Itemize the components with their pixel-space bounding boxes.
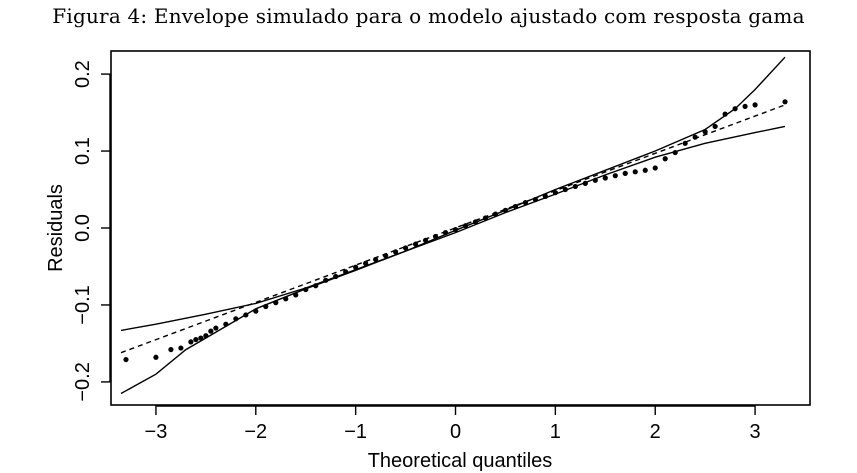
residual-point bbox=[662, 156, 668, 162]
residual-point bbox=[462, 223, 469, 229]
residual-point bbox=[652, 165, 658, 171]
reference-line bbox=[120, 104, 786, 354]
x-tick-label: −3 bbox=[145, 421, 168, 443]
residual-point bbox=[313, 283, 319, 289]
series-layer bbox=[120, 56, 788, 395]
residual-point bbox=[552, 190, 558, 196]
y-tick-label: 0.2 bbox=[72, 60, 94, 88]
residual-point bbox=[353, 264, 359, 270]
residual-point bbox=[422, 237, 429, 243]
x-tick-label: 1 bbox=[550, 421, 561, 443]
residual-point bbox=[412, 241, 419, 247]
residual-point bbox=[283, 296, 289, 302]
residual-point bbox=[682, 140, 688, 146]
residual-point bbox=[392, 249, 399, 255]
residual-point bbox=[303, 286, 309, 293]
residual-point bbox=[502, 207, 509, 213]
residual-point bbox=[752, 102, 758, 108]
residual-point bbox=[373, 256, 379, 263]
y-axis: −0.2 −0.1 0.0 0.1 0.2 bbox=[72, 60, 111, 402]
figure-caption: Figura 4: Envelope simulado para o model… bbox=[52, 4, 805, 28]
residual-point bbox=[168, 346, 174, 353]
residual-point bbox=[452, 226, 459, 233]
envelope-upper-line bbox=[120, 56, 786, 332]
residual-point bbox=[123, 356, 129, 363]
residual-point bbox=[343, 269, 349, 275]
residual-point bbox=[542, 193, 548, 200]
residual-point bbox=[213, 325, 219, 331]
y-tick-label: 0.0 bbox=[72, 214, 94, 242]
residual-point bbox=[243, 312, 249, 318]
residual-point bbox=[692, 134, 698, 140]
residual-point bbox=[622, 170, 628, 176]
residual-point bbox=[293, 292, 299, 298]
residual-point bbox=[782, 99, 788, 105]
residual-point bbox=[198, 335, 204, 341]
x-tick-label: 0 bbox=[450, 421, 461, 443]
x-tick-label: 2 bbox=[650, 421, 661, 443]
residual-point bbox=[612, 173, 618, 179]
residual-point bbox=[153, 354, 159, 360]
residual-point bbox=[482, 215, 489, 221]
residual-point bbox=[702, 129, 708, 135]
residual-point bbox=[642, 167, 648, 173]
residual-point bbox=[492, 211, 499, 217]
y-tick-label: −0.2 bbox=[72, 362, 94, 401]
residual-point bbox=[532, 196, 538, 203]
x-tick-label: 3 bbox=[750, 421, 761, 443]
residual-point bbox=[333, 273, 339, 280]
residual-point bbox=[432, 233, 439, 240]
y-tick-label: 0.1 bbox=[72, 137, 94, 165]
x-tick-label: −2 bbox=[244, 421, 267, 443]
residual-point bbox=[402, 245, 409, 251]
residual-point bbox=[442, 230, 449, 236]
residual-point bbox=[572, 183, 578, 190]
residual-point bbox=[672, 149, 678, 156]
residual-point bbox=[732, 106, 738, 112]
residual-point bbox=[323, 277, 329, 283]
residual-point bbox=[203, 333, 209, 339]
residual-point bbox=[562, 186, 568, 193]
residual-point bbox=[712, 123, 718, 130]
x-axis: −3 −2 −1 0 1 2 3 bbox=[145, 405, 761, 443]
residual-point bbox=[178, 345, 184, 351]
residual-point bbox=[233, 316, 239, 322]
residual-point bbox=[472, 219, 479, 225]
y-tick-label: −0.1 bbox=[72, 285, 94, 324]
residual-point bbox=[512, 203, 519, 210]
residual-point bbox=[522, 200, 529, 206]
residual-point bbox=[253, 308, 259, 314]
residual-point bbox=[592, 177, 598, 183]
residual-point bbox=[208, 328, 214, 334]
envelope-lower-line bbox=[120, 125, 786, 395]
residual-point bbox=[188, 339, 194, 345]
residual-point bbox=[582, 180, 588, 186]
residual-point bbox=[273, 300, 279, 306]
x-axis-title: Theoretical quantiles bbox=[368, 450, 553, 472]
residual-point bbox=[742, 103, 748, 110]
residual-point bbox=[263, 303, 269, 310]
residual-point bbox=[363, 260, 369, 266]
residual-point bbox=[632, 169, 638, 175]
residual-point bbox=[722, 111, 728, 117]
x-tick-label: −1 bbox=[344, 421, 367, 443]
y-axis-title: Residuals bbox=[45, 184, 67, 272]
residual-point bbox=[223, 321, 229, 327]
residual-point bbox=[602, 175, 608, 181]
residual-point bbox=[193, 336, 199, 343]
residual-point bbox=[383, 253, 389, 259]
